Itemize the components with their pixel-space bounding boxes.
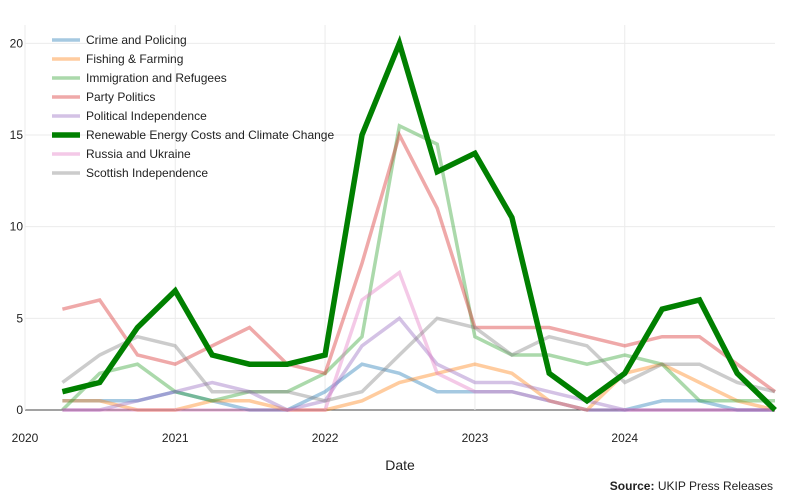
y-tick-label: 15 — [10, 128, 24, 142]
series-line-crime-and-policing — [62, 362, 775, 412]
x-tick-label: 2024 — [611, 431, 638, 445]
legend-label-immigration-and-refugees: Immigration and Refugees — [86, 71, 227, 85]
legend-label-political-independence: Political Independence — [86, 109, 207, 123]
y-tick-label: 10 — [10, 220, 24, 234]
x-tick-label: 2021 — [162, 431, 189, 445]
source-text: UKIP Press Releases — [657, 479, 773, 493]
legend-label-russia-and-ukraine: Russia and Ukraine — [86, 147, 191, 161]
series-lines — [61, 34, 777, 412]
series-line-immigration-and-refugees — [61, 123, 775, 412]
legend-label-party-politics: Party Politics — [86, 90, 155, 104]
legend-label-fishing-farming: Fishing & Farming — [86, 52, 183, 66]
y-tick-label: 20 — [10, 36, 24, 50]
series-line-fishing-farming — [62, 362, 776, 412]
series-line-scottish-independence — [61, 316, 776, 403]
x-tick-label: 2022 — [312, 431, 339, 445]
x-axis-ticks: 2020 2021 2022 2023 2024 — [12, 431, 639, 445]
series-line-party-politics — [61, 130, 777, 394]
x-tick-label: 2020 — [12, 431, 39, 445]
series-line-russia-and-ukraine — [62, 269, 775, 412]
legend: Crime and Policing Fishing & Farming Immig… — [52, 33, 334, 180]
source-note: Source: UKIP Press Releases — [610, 479, 773, 493]
x-axis-label: Date — [385, 457, 415, 473]
legend-label-scottish-independence: Scottish Independence — [86, 166, 208, 180]
source-label: Source: — [609, 479, 655, 493]
series-line-renewable-energy-costs-and-climate-change — [61, 34, 777, 412]
y-axis-ticks: 0 5 10 15 20 — [10, 36, 24, 417]
y-tick-label: 5 — [16, 311, 23, 325]
legend-label-renewable-energy-costs-and-climate-change: Renewable Energy Costs and Climate Chang… — [86, 128, 334, 142]
x-tick-label: 2023 — [462, 431, 489, 445]
y-tick-label: 0 — [16, 403, 23, 417]
legend-label-crime-and-policing: Crime and Policing — [86, 33, 187, 47]
series-line-political-independence — [62, 315, 775, 412]
